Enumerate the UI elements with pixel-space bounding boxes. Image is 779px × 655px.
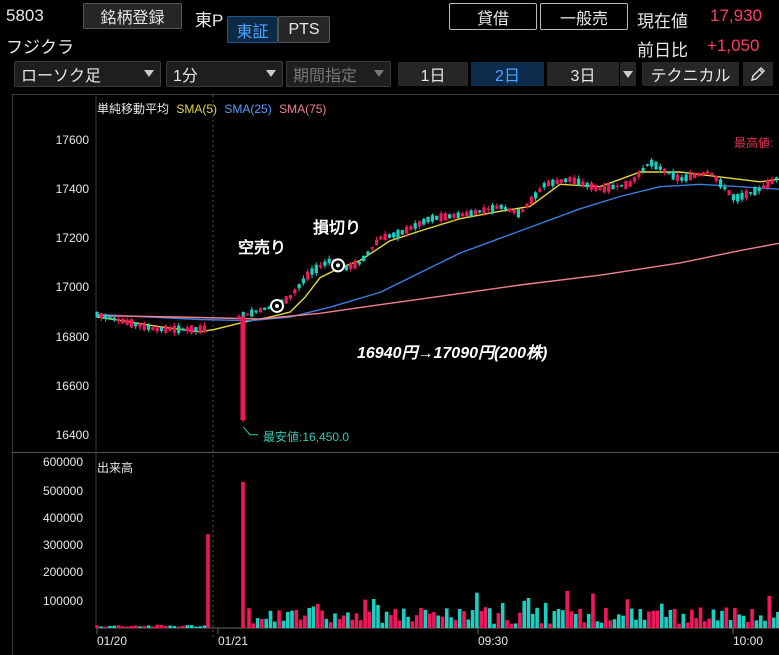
chevron-down-icon [144, 70, 154, 77]
general-sell-button[interactable]: 一般売 [540, 3, 628, 30]
low-price-label: 最安値:16,450.0 [263, 430, 350, 444]
sma25-label: SMA(25) [224, 102, 272, 116]
high-price-label: 最高値: [734, 136, 774, 150]
current-price: 17,930 [710, 6, 762, 25]
vol-tick-600000: 600000 [42, 455, 83, 469]
interval-value: 1分 [173, 68, 198, 85]
x-tick-1000: 10:00 [733, 634, 764, 648]
sma5-label: SMA(5) [176, 102, 218, 116]
chart-frame [12, 94, 779, 655]
annotation-short-sell: 空売り [238, 240, 287, 257]
margin-sell-button[interactable]: 貸借 [449, 3, 537, 30]
tab-tosho[interactable]: 東証 [227, 16, 278, 43]
indicator-title: 単純移動平均 [97, 102, 170, 116]
y-tick-17200: 17200 [55, 231, 89, 245]
sma75-label: SMA(75) [279, 102, 327, 116]
period-select[interactable]: 期間指定 [286, 61, 391, 87]
stock-code: 5803 [6, 6, 44, 25]
tab-pts[interactable]: PTS [278, 16, 330, 43]
current-price-label: 現在値 [637, 12, 688, 31]
range-2day[interactable]: 2日 [471, 62, 544, 86]
y-tick-17400: 17400 [55, 182, 89, 196]
range-1day[interactable]: 1日 [398, 62, 468, 86]
period-placeholder: 期間指定 [293, 68, 358, 85]
interval-select[interactable]: 1分 [166, 61, 283, 87]
x-tick-0121: 01/21 [218, 634, 249, 648]
x-tick-0120: 01/20 [97, 634, 128, 648]
chart-type-value: ローソク足 [21, 68, 102, 85]
chart-type-select[interactable]: ローソク足 [14, 61, 161, 87]
x-tick-0930: 09:30 [478, 634, 509, 648]
y-tick-16400: 16400 [55, 428, 89, 442]
range-more-dropdown[interactable] [620, 62, 636, 86]
y-tick-17600: 17600 [55, 133, 89, 147]
vol-tick-200000: 200000 [42, 565, 83, 579]
vol-tick-100000: 100000 [42, 594, 83, 608]
y-tick-16800: 16800 [55, 330, 89, 344]
technical-button[interactable]: テクニカル [642, 62, 739, 86]
trade-summary-text: 16940円→17090円(200株) [357, 345, 548, 362]
stock-name: フジクラ [6, 38, 74, 57]
vol-tick-400000: 400000 [42, 511, 83, 525]
volume-title: 出来高 [97, 461, 134, 475]
vol-tick-500000: 500000 [42, 484, 83, 498]
register-button[interactable]: 銘柄登録 [83, 3, 182, 29]
y-tick-16600: 16600 [55, 379, 89, 393]
pencil-icon [750, 66, 766, 82]
price-change: +1,050 [707, 36, 760, 55]
chevron-down-icon [266, 70, 276, 77]
draw-tool-button[interactable] [743, 62, 773, 86]
vol-tick-300000: 300000 [42, 538, 83, 552]
range-3day[interactable]: 3日 [547, 62, 619, 86]
chevron-down-icon [623, 70, 633, 78]
chevron-down-icon [374, 70, 384, 77]
panel-divider [12, 452, 779, 453]
annotation-stop-loss: 損切り [313, 220, 362, 237]
change-label: 前日比 [637, 41, 688, 60]
sma-legend: 単純移動平均 SMA(5) SMA(25) SMA(75) [97, 100, 326, 117]
market-label: 東P [195, 11, 224, 30]
y-tick-17000: 17000 [55, 280, 89, 294]
